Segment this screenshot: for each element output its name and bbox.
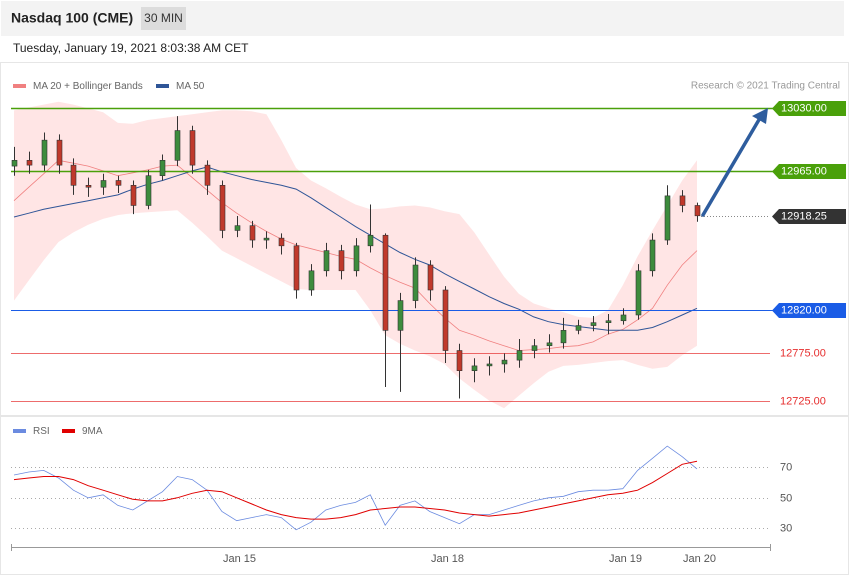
legend-label: RSI [33, 426, 50, 437]
timeframe[interactable]: 30 MIN [144, 11, 183, 25]
level-tag [772, 164, 846, 179]
candle-body [620, 314, 627, 322]
legend-swatch [13, 429, 26, 433]
candle-body [694, 205, 701, 217]
candle-body [501, 359, 508, 365]
rsi-line [13, 445, 698, 531]
candle-body [234, 225, 241, 231]
candle-body [100, 180, 107, 188]
level-label: 12775.00 [780, 347, 826, 359]
timestamp: Tuesday, January 19, 2021 8:03:38 AM CET [13, 41, 249, 55]
candle-body [41, 139, 48, 166]
last-price-label: 12918.25 [781, 210, 827, 222]
candle-body [531, 345, 538, 351]
candle-body [353, 245, 360, 272]
forecast-arrowhead [752, 108, 768, 124]
legend-label: MA 20 + Bollinger Bands [33, 81, 143, 92]
candle-body [115, 180, 122, 186]
price-frame [0, 62, 849, 416]
timeframe-button[interactable] [141, 7, 186, 30]
rsi-tick-label: 70 [780, 461, 792, 473]
candle-body [70, 164, 77, 186]
level-label: 12965.00 [781, 165, 827, 177]
candle-body [174, 130, 181, 161]
candle-body [308, 270, 315, 291]
candle-body [427, 264, 434, 291]
candle-body [397, 300, 404, 331]
rsi-line [13, 460, 698, 520]
candle-body [679, 195, 686, 206]
candle-body [85, 184, 92, 188]
legend-label: 9MA [82, 426, 103, 437]
rsi-frame [0, 416, 849, 575]
candle-body [456, 350, 463, 371]
candle-body [159, 160, 166, 176]
candle-body [649, 239, 656, 272]
candle-body [412, 264, 419, 301]
candle-body [189, 130, 196, 166]
candle-body [382, 234, 389, 331]
legend-swatch [62, 429, 75, 433]
candle-body [26, 160, 33, 166]
candle-body [219, 184, 226, 231]
candle-body [664, 195, 671, 241]
candle-body [575, 325, 582, 331]
candle-body [293, 245, 300, 291]
candle-body [204, 164, 211, 186]
x-tick-label: Jan 18 [431, 553, 464, 565]
candle-body [605, 320, 612, 323]
level-label: 12820.00 [781, 304, 827, 316]
candle-body [263, 237, 270, 241]
last-price-tag [772, 209, 846, 224]
candle-body [471, 365, 478, 371]
candle-body [323, 250, 330, 272]
legend-swatch [156, 84, 169, 88]
title: Nasdaq 100 (CME) [11, 10, 133, 26]
rsi-tick-label: 50 [780, 492, 792, 504]
level-label: 13030.00 [781, 102, 827, 114]
level-tag [772, 303, 846, 318]
candle-body [130, 184, 137, 206]
candle-body [442, 289, 449, 351]
x-tick-label: Jan 19 [609, 553, 642, 565]
credit: Research © 2021 Trading Central [691, 81, 840, 92]
candle-body [338, 250, 345, 272]
candle-body [278, 237, 285, 247]
candle-body [145, 175, 152, 206]
x-tick-label: Jan 15 [223, 553, 256, 565]
candle-body [635, 270, 642, 316]
candle-body [486, 363, 493, 367]
legend-swatch [13, 84, 26, 88]
candle-body [56, 139, 63, 166]
level-label: 12725.00 [780, 395, 826, 407]
level-tag [772, 101, 846, 116]
candle-body [516, 350, 523, 361]
candle-body [367, 234, 374, 247]
candle-body [560, 330, 567, 344]
candle-body [546, 342, 553, 347]
rsi-tick-label: 30 [780, 522, 792, 534]
candle-body [249, 225, 256, 241]
moving-average [13, 166, 698, 331]
candle-body [11, 160, 18, 167]
x-tick-label: Jan 20 [683, 553, 716, 565]
candle-body [590, 322, 597, 326]
forecast-arrow [701, 116, 762, 217]
legend-label: MA 50 [176, 81, 205, 92]
